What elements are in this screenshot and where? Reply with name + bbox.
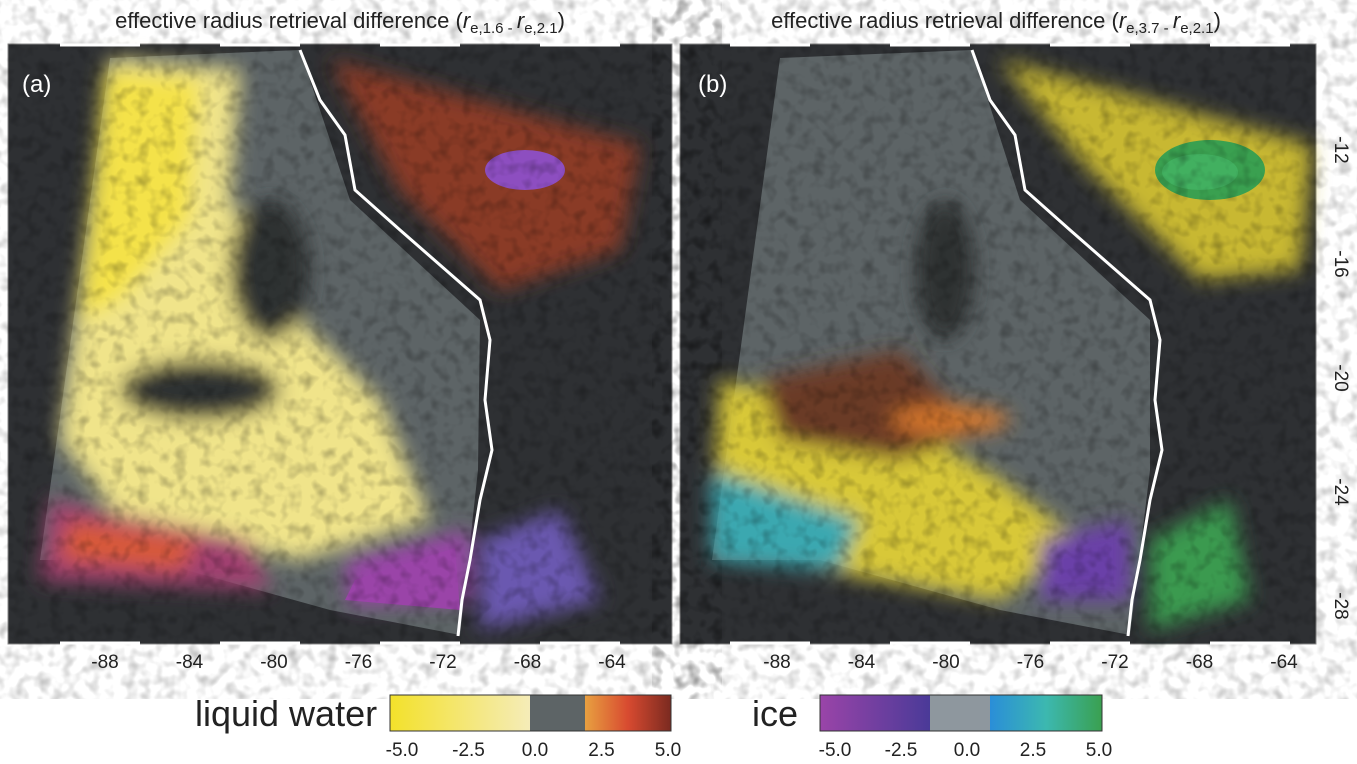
title-text: effective radius retrieval difference (: [771, 8, 1119, 33]
panel-title: effective radius retrieval difference (r…: [115, 8, 565, 37]
lat-tick-label: -12: [1330, 136, 1351, 163]
colorbar-tick-label: 5.0: [1086, 740, 1112, 761]
symbol: r: [517, 8, 526, 33]
colorbar: [389, 694, 672, 732]
panel-title: effective radius retrieval difference (r…: [771, 8, 1221, 37]
satellite-swath: [712, 49, 1312, 640]
subscript: e,1.6: [470, 20, 503, 37]
lon-tick-label: -88: [763, 652, 790, 673]
lon-tick-label: -68: [514, 652, 541, 673]
subscript: e,2.1: [524, 20, 557, 37]
title-text: ): [558, 8, 565, 33]
title-text: -: [1160, 20, 1173, 37]
lon-tick-label: -88: [91, 652, 118, 673]
lon-tick-label: -76: [345, 652, 372, 673]
subscript: e,3.7: [1126, 20, 1159, 37]
colorbar-label: liquid water: [195, 693, 377, 734]
title-text: -: [504, 20, 517, 37]
lon-tick-label: -64: [598, 652, 626, 673]
symbol: r: [1119, 8, 1128, 33]
colorbar-tick-label: -5.0: [386, 740, 419, 761]
lon-tick-label: -76: [1017, 652, 1044, 673]
lon-tick-label: -72: [429, 652, 456, 673]
lon-tick-label: -80: [260, 652, 287, 673]
lat-tick-label: -16: [1330, 250, 1351, 277]
lon-tick-label: -64: [1270, 652, 1298, 673]
colorbar: [819, 694, 1103, 732]
colorbar-tick-label: 0.0: [954, 740, 980, 761]
title-text: effective radius retrieval difference (: [115, 8, 463, 33]
lon-tick-label: -68: [1186, 652, 1213, 673]
colorbar-tick-label: 5.0: [655, 740, 681, 761]
colorbar-tick-label: -2.5: [452, 740, 485, 761]
colorbar-tick-label: 2.5: [1020, 740, 1046, 761]
colorbar-tick-label: -5.0: [819, 740, 852, 761]
lon-tick-label: -80: [932, 652, 959, 673]
title-text: ): [1214, 8, 1221, 33]
lat-tick-label: -28: [1330, 592, 1351, 619]
panel-label: (a): [22, 71, 51, 98]
lon-tick-label: -72: [1101, 652, 1128, 673]
lon-tick-label: -84: [176, 652, 204, 673]
colorbar-tick-label: 0.0: [522, 740, 548, 761]
lon-tick-label: -84: [848, 652, 876, 673]
frame-ticks: [60, 43, 1290, 645]
symbol: r: [1173, 8, 1182, 33]
lat-tick-label: -24: [1330, 478, 1351, 506]
satellite-swath: [40, 49, 660, 640]
panel-label: (b): [698, 71, 727, 98]
lat-tick-label: -20: [1330, 364, 1351, 391]
subscript: e,2.1: [1180, 20, 1213, 37]
colorbar-label: ice: [752, 693, 798, 734]
colorbar-tick-label: -2.5: [885, 740, 918, 761]
symbol: r: [463, 8, 472, 33]
colorbar-tick-label: 2.5: [588, 740, 614, 761]
